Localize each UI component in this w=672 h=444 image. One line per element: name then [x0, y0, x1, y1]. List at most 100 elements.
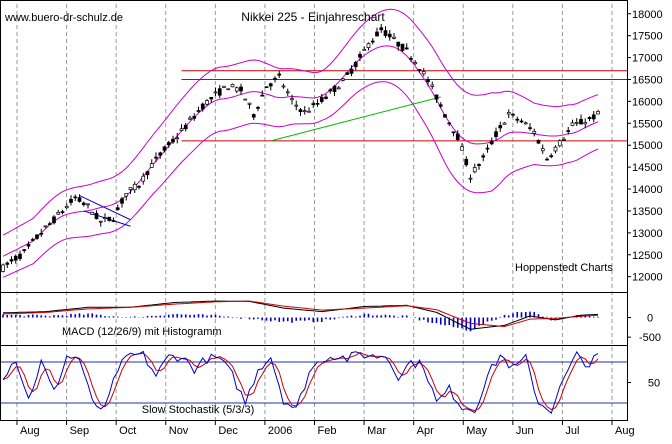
- candle-body: [362, 49, 367, 51]
- candle-body: [217, 88, 222, 96]
- x-tick-label: Aug: [615, 425, 635, 437]
- candle-body: [528, 127, 532, 129]
- macd-title: MACD (12/26/9) mit Histogramm: [62, 326, 222, 338]
- candle-body: [90, 211, 95, 215]
- candle-body: [268, 83, 273, 87]
- candle-body: [409, 57, 413, 60]
- candle-body: [511, 113, 515, 116]
- candle-body: [154, 156, 158, 159]
- candle-body: [175, 137, 180, 140]
- candle-body: [98, 220, 103, 223]
- candle-body: [230, 84, 235, 88]
- candle-body: [489, 140, 494, 145]
- price-y-tick-label: 14500: [632, 162, 663, 174]
- source-annotation: Hoppenstedt Charts: [515, 262, 613, 274]
- x-tick-label: Oct: [119, 425, 136, 437]
- candle-body: [9, 259, 14, 262]
- candle-body: [145, 171, 150, 176]
- candle-body: [115, 207, 120, 210]
- candle-body: [481, 155, 486, 158]
- price-y-tick-label: 15000: [632, 140, 663, 152]
- candle-body: [22, 249, 27, 251]
- candle-body: [26, 244, 31, 247]
- price-panel: [1, 8, 627, 278]
- candle-body: [30, 239, 35, 241]
- candle-body: [260, 94, 265, 97]
- candle-body: [13, 255, 18, 261]
- candle-body: [281, 85, 286, 88]
- candle-body: [226, 88, 231, 91]
- x-tick-label: Jul: [565, 425, 579, 437]
- x-tick-label: 2006: [268, 425, 292, 437]
- candle-body: [5, 262, 10, 265]
- candle-body: [596, 111, 600, 115]
- candle-body: [86, 203, 90, 206]
- bollinger-upper-band: [2, 8, 599, 236]
- candle-body: [515, 118, 520, 121]
- axis-layer: Aug Sep Oct Nov Dec 2006 Feb Mar Apr May Jun Jul Aug…: [0, 0, 663, 437]
- candle-body: [447, 122, 452, 125]
- trendline: [79, 195, 131, 221]
- candle-body: [192, 116, 197, 119]
- x-tick-label: Jun: [516, 425, 534, 437]
- candle-body: [502, 122, 507, 125]
- macd-panel: [2, 300, 599, 332]
- stochastic-y-tick-label: 50: [648, 378, 660, 390]
- price-y-tick-label: 12500: [632, 250, 663, 262]
- candle-body: [141, 175, 146, 182]
- price-y-tick-label: 14000: [632, 184, 663, 196]
- grid-layer: [16, 4, 613, 420]
- candle-body: [264, 86, 269, 89]
- candle-body: [324, 96, 328, 99]
- price-y-tick-label: 13500: [632, 206, 663, 218]
- stochastic-d-line: [2, 351, 599, 412]
- candle-body: [341, 78, 345, 81]
- candle-body: [103, 217, 107, 220]
- bollinger-middle-band: [2, 45, 599, 257]
- candle-body: [404, 47, 409, 50]
- candle-body: [43, 225, 48, 228]
- candle-body: [39, 232, 44, 235]
- candle-body: [328, 89, 333, 92]
- stochastic-k-line: [2, 350, 599, 414]
- candle-body: [73, 196, 78, 199]
- x-tick-label: Feb: [318, 425, 337, 437]
- candle-body: [315, 102, 320, 105]
- candle-body: [311, 103, 316, 105]
- price-y-tick-label: 16500: [632, 74, 663, 86]
- candle-body: [540, 148, 545, 152]
- candle-body: [383, 30, 388, 36]
- candle-body: [451, 131, 456, 134]
- x-tick-label: Sep: [70, 425, 90, 437]
- candle-body: [307, 110, 311, 113]
- candle-body: [35, 234, 39, 239]
- macd-signal-line: [2, 300, 599, 328]
- candle-body: [196, 110, 201, 112]
- price-y-tick-label: 17000: [632, 53, 663, 65]
- price-y-tick-label: 16000: [632, 96, 663, 108]
- candle-body: [332, 85, 337, 93]
- price-y-tick-label: 12000: [632, 272, 663, 284]
- macd-y-tick-label: 0: [647, 313, 653, 325]
- x-tick-label: Dec: [218, 425, 238, 437]
- candle-body: [94, 212, 99, 220]
- candle-body: [443, 114, 447, 118]
- x-tick-label: Mar: [367, 425, 386, 437]
- candle-body: [549, 155, 554, 158]
- candle-body: [251, 114, 256, 118]
- candle-body: [162, 146, 167, 151]
- candle-body: [370, 40, 375, 43]
- candle-body: [132, 183, 137, 191]
- candle-body: [277, 73, 282, 76]
- candle-body: [234, 87, 239, 92]
- candle-body: [464, 158, 469, 166]
- candle-body: [345, 72, 350, 75]
- candle-body: [209, 97, 214, 100]
- candle-body: [587, 117, 592, 119]
- candle-body: [183, 124, 188, 130]
- candle-body: [468, 177, 473, 180]
- candle-body: [430, 84, 435, 87]
- candle-body: [583, 122, 588, 125]
- candle-body: [579, 118, 583, 125]
